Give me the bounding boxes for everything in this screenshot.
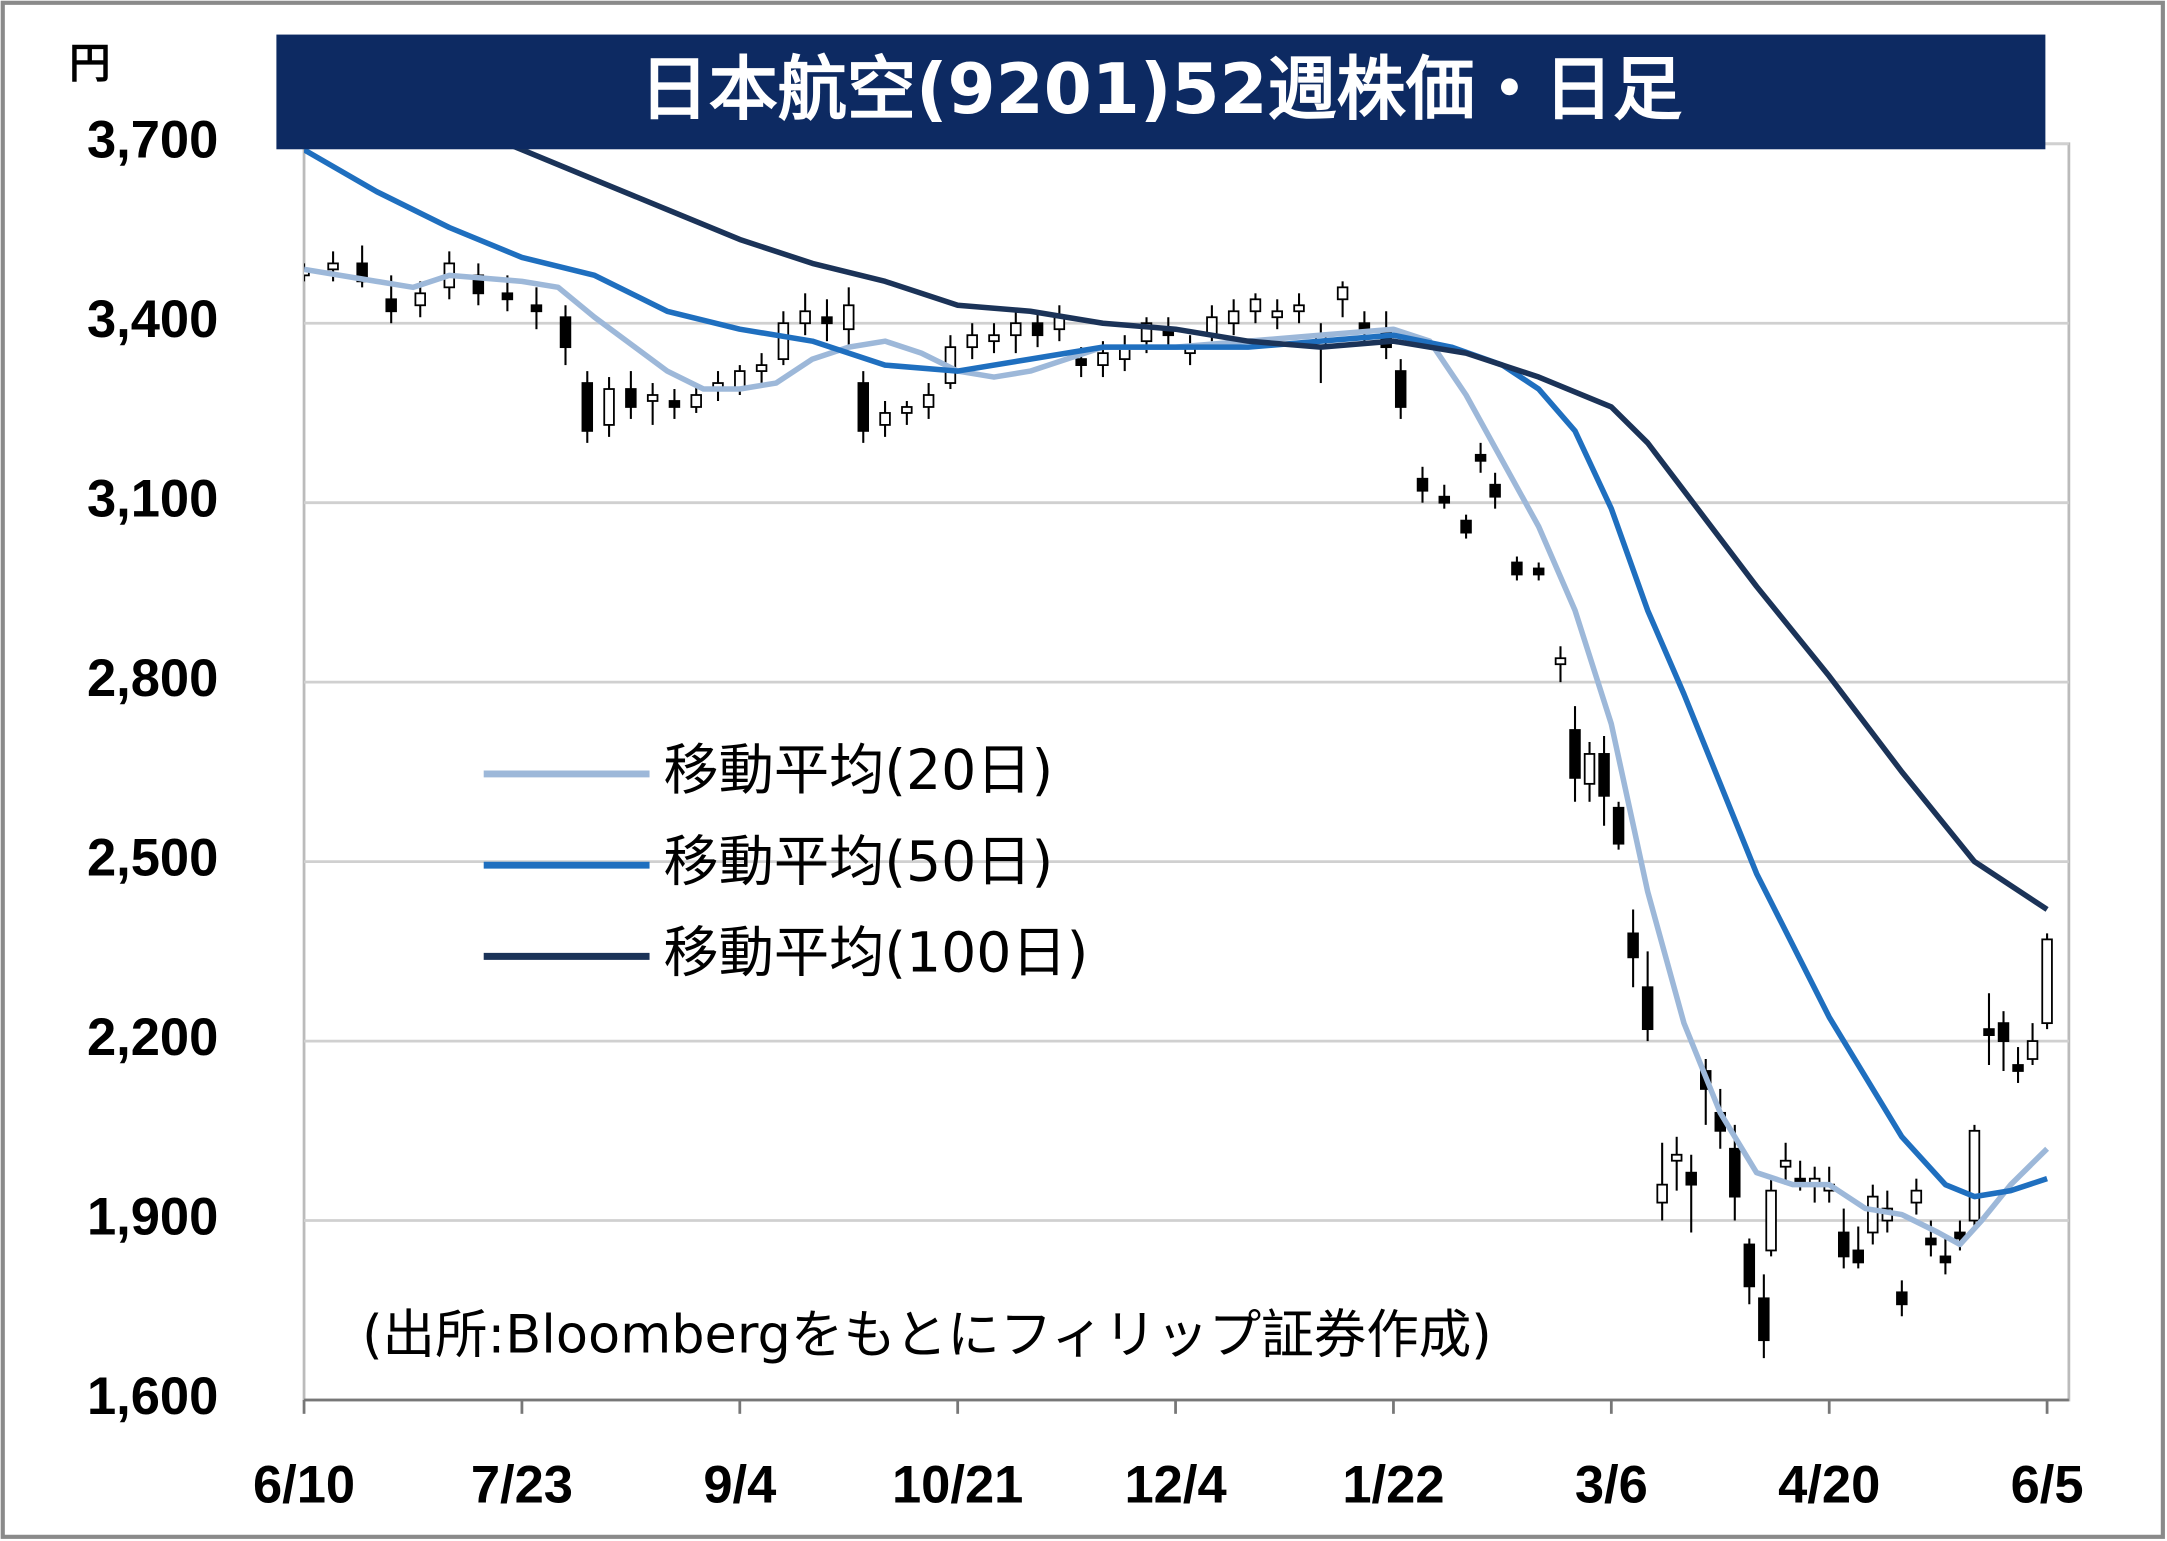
candle-body [799,310,811,325]
x-tick-label: 9/4 [703,1455,776,1514]
candle-body [1983,1028,1995,1036]
moving-average-line [500,143,2049,912]
candle-body [2026,1040,2039,1060]
candle-body [1474,453,1487,462]
candle-body [1670,1153,1683,1162]
moving-average-line [304,147,2048,1200]
candle-body [1779,1159,1792,1168]
candle-body [2041,938,2053,1025]
candle-body [821,316,833,325]
candle-body [1867,1195,1879,1234]
candle-body [777,322,790,361]
y-tick-label: 3,400 [87,290,218,349]
candle-body [1075,358,1087,366]
candle-body [1416,477,1429,492]
candle-body [1612,806,1625,845]
candle-body [1227,310,1240,325]
candle-body [1925,1237,1937,1246]
candle-body [501,292,514,301]
candle-body [1852,1249,1864,1264]
candle-body [1438,495,1451,504]
candle-body [1997,1022,2010,1042]
candle-body [327,262,339,271]
candle-body [1569,729,1581,779]
candle-body [1489,483,1501,498]
candle-body [1598,753,1610,797]
x-tick-label: 1/22 [1342,1455,1444,1514]
x-tick-label: 6/10 [253,1455,355,1514]
y-tick-label: 1,900 [87,1187,218,1246]
candle-body [1271,310,1283,319]
legend-label: 移動平均(20日) [663,739,1053,803]
candle-body [1554,657,1567,666]
candle-body [1336,286,1349,301]
y-tick-label: 3,100 [87,470,218,529]
candle-body [2012,1064,2024,1072]
y-tick-label: 2,500 [87,828,218,887]
candle-body [988,334,1000,343]
candle-body [1532,567,1545,576]
candle-body [625,388,637,408]
x-tick-label: 3/6 [1575,1455,1648,1514]
candle-body [1627,932,1639,959]
y-tick-label: 3,700 [87,111,218,170]
y-tick-label: 2,800 [87,649,218,708]
candle-body [1896,1291,1908,1306]
candle-body [1394,370,1407,408]
candle-body [1031,322,1044,337]
candle-body [603,388,615,426]
candle-body [414,292,426,307]
x-tick-label: 10/21 [892,1455,1023,1514]
candle-body [755,364,768,372]
candle-body [1729,1147,1741,1198]
candle-body [668,400,681,408]
candle-body [1939,1255,1952,1264]
candle-body [922,394,935,408]
candle-body [1968,1129,1981,1222]
candle-body [1641,986,1654,1031]
candle-body [1249,298,1262,313]
candle-body [843,304,855,331]
candle-body [1293,304,1305,313]
candle-body [559,316,572,349]
candle-body [1140,322,1153,343]
y-tick-label: 1,600 [87,1367,218,1426]
candle-body [1583,753,1596,785]
candle-body [1685,1171,1697,1186]
source-note: (出所:Bloombergをもとにフィリップ証券作成) [362,1304,1492,1365]
candle-body [1837,1231,1850,1258]
candle-body [581,382,594,432]
candle-body [530,304,543,313]
candle-body [857,382,870,432]
moving-average-line [304,266,2050,1248]
candle-body [1656,1183,1668,1204]
candle-body [1010,322,1022,337]
candle-body [1910,1189,1923,1204]
chart-title: 日本航空(9201)52週株価・日足 [640,50,1683,130]
title-box [276,34,2046,150]
y-tick-label: 2,200 [87,1008,218,1067]
candle-body [690,394,702,408]
candle-body [385,298,397,313]
candle-body [1743,1243,1756,1288]
candle-body [1758,1297,1770,1342]
y-unit: 円 [69,39,110,87]
candle-body [1460,519,1472,534]
candle-body [1511,561,1523,576]
x-tick-label: 12/4 [1124,1455,1226,1514]
candle-body [646,394,659,402]
x-tick-label: 6/5 [2011,1455,2084,1514]
legend-label: 移動平均(100日) [663,922,1088,986]
candle-body [879,412,891,426]
x-tick-label: 7/23 [471,1455,573,1514]
candle-body [1358,322,1371,331]
candle-body [901,406,913,414]
candle-body [1097,352,1109,366]
candle-body [1765,1189,1777,1252]
x-tick-label: 4/20 [1778,1455,1880,1514]
legend-label: 移動平均(50日) [663,830,1053,894]
candle-body [966,334,978,349]
